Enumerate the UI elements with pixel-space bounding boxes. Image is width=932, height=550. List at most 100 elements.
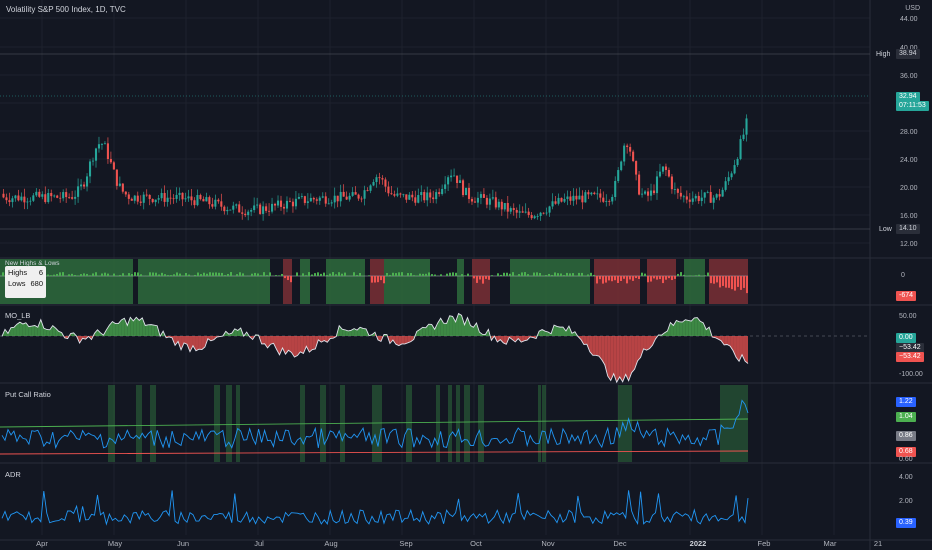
time-tick: 2022 — [690, 539, 707, 548]
hl-zone — [510, 259, 548, 304]
candle-body — [456, 175, 459, 183]
candle-body — [208, 197, 211, 205]
candle-body — [268, 210, 271, 212]
candle-body — [539, 212, 542, 217]
candle-body — [142, 194, 145, 203]
time-tick: Jun — [177, 539, 189, 548]
mo-area — [670, 322, 674, 336]
pcr-title[interactable]: Put Call Ratio — [5, 390, 51, 399]
hl-bar — [122, 273, 124, 276]
hl-bar — [716, 276, 718, 283]
time-tick: Sep — [399, 539, 412, 548]
hl-bar — [488, 276, 490, 280]
candle-body — [461, 180, 465, 196]
mo-area — [431, 324, 435, 336]
mo-area — [198, 336, 202, 350]
hl-bar — [509, 273, 511, 276]
candle-body — [109, 159, 112, 163]
candle-body — [309, 197, 312, 202]
price-tick: 24.00 — [900, 157, 918, 164]
mo-area — [464, 317, 468, 336]
hl-bar — [269, 272, 271, 276]
mo-title[interactable]: MO_LB — [5, 311, 31, 320]
candle-body — [623, 145, 626, 162]
mo-area — [449, 315, 453, 336]
candle-body — [163, 192, 166, 202]
mo-area — [727, 336, 731, 347]
mo-area — [112, 321, 116, 336]
candle-body — [211, 204, 214, 207]
price-tick: 20.00 — [900, 185, 918, 192]
mo-area — [55, 328, 59, 336]
hl-bar — [416, 275, 418, 276]
candle-body — [557, 197, 560, 204]
mo-area — [404, 336, 408, 344]
candle-body — [8, 200, 11, 203]
candle-body — [378, 177, 381, 179]
candle-body — [83, 184, 86, 187]
candle-body — [435, 192, 438, 200]
hl-bar — [551, 274, 553, 276]
hl-bar — [197, 272, 199, 276]
mo-area — [724, 336, 728, 345]
candle-body — [506, 203, 509, 212]
candle-body — [411, 194, 414, 198]
hl-bar — [440, 274, 442, 276]
candle-body — [11, 198, 14, 203]
mo-area — [694, 317, 698, 336]
mo-area — [545, 331, 549, 336]
candle-body — [494, 197, 497, 208]
hl-bar — [446, 273, 448, 276]
price-tick: 16.00 — [900, 213, 918, 220]
candle-body — [91, 160, 95, 162]
hl-bar — [698, 274, 700, 276]
mo-area — [181, 336, 185, 350]
candle-body — [360, 198, 363, 200]
hl-bar — [539, 272, 541, 276]
mo-area — [342, 329, 346, 336]
candle-body — [602, 197, 605, 202]
candle-body — [124, 191, 127, 195]
price-tick: 36.00 — [900, 73, 918, 80]
time-tick: May — [108, 539, 122, 548]
pcr-highlight — [406, 385, 412, 462]
hl-zone — [150, 259, 270, 304]
hl-bar — [536, 272, 538, 276]
mo-area — [124, 318, 128, 336]
candle-body — [614, 180, 617, 197]
candle-body — [473, 201, 477, 203]
mo-area — [595, 336, 599, 357]
pcr-highlight — [464, 385, 470, 462]
hl-bar — [284, 276, 286, 279]
mo-area — [607, 336, 611, 381]
hl-bar — [596, 276, 598, 284]
mo-area — [580, 336, 584, 345]
candle-body — [712, 197, 715, 203]
candle-body — [300, 196, 303, 197]
mo-area — [318, 336, 322, 343]
candle-body — [661, 166, 665, 172]
highs-lows-title[interactable]: New Highs & Lows — [5, 260, 60, 267]
hl-bar — [266, 275, 268, 276]
hl-bar — [605, 276, 607, 283]
adr-title[interactable]: ADR — [5, 470, 21, 479]
symbol-title[interactable]: Volatility S&P 500 Index, 1D, TVC — [6, 5, 126, 14]
candle-body — [611, 196, 614, 202]
hl-bar — [731, 276, 733, 290]
hl-bar — [359, 272, 361, 276]
pcr-highlight — [150, 385, 156, 462]
hl-zone — [283, 259, 292, 304]
candle-body — [94, 148, 98, 161]
candle-body — [271, 203, 274, 212]
pcr-value-1: 1.22 — [896, 397, 916, 407]
highs-value: 6 — [38, 268, 43, 277]
candle-body — [458, 180, 462, 183]
hl-bar — [134, 272, 136, 276]
mo-area — [192, 336, 196, 351]
pcr-red-line — [0, 450, 749, 455]
hl-bar — [668, 276, 670, 279]
hl-bar — [728, 276, 730, 288]
mo-area — [589, 336, 593, 356]
hl-bar — [356, 275, 358, 276]
